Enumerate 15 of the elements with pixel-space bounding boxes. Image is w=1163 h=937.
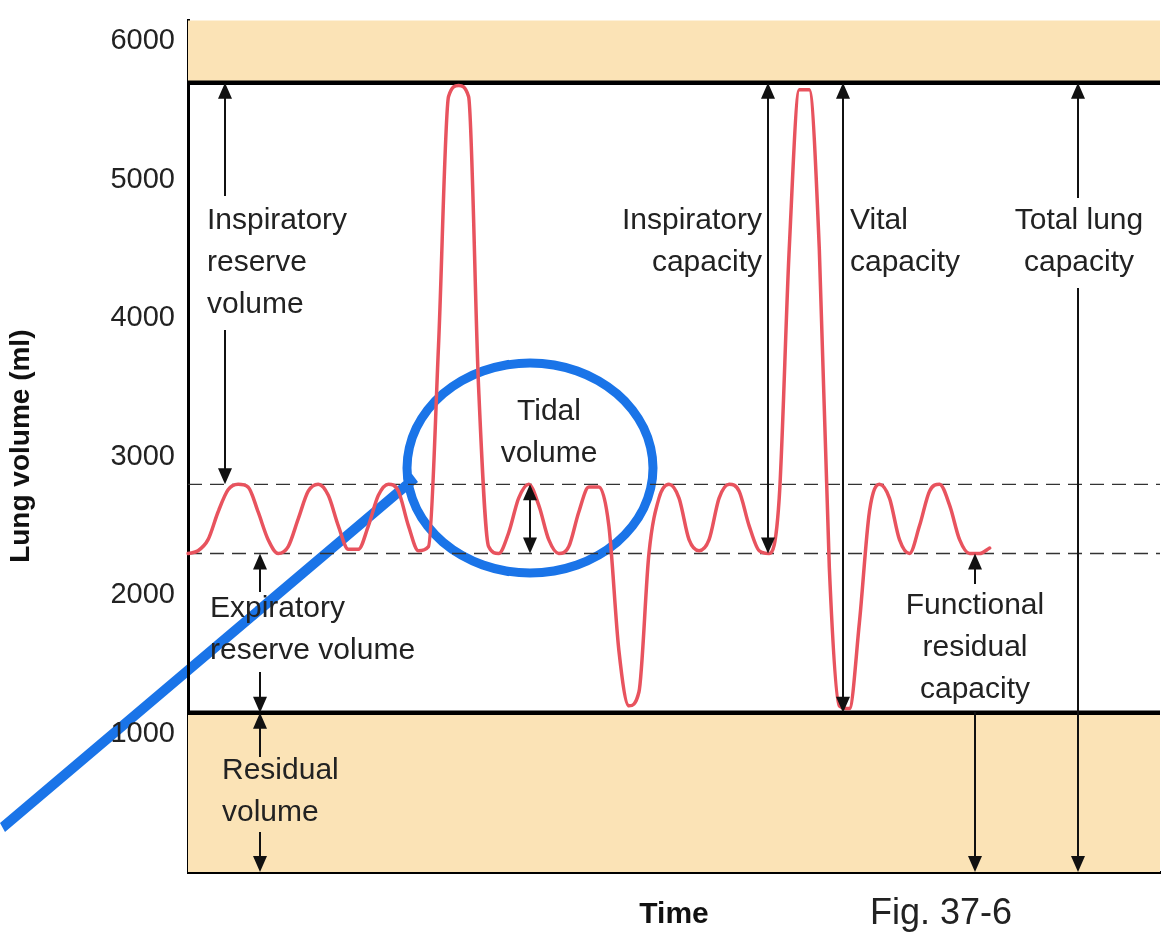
annotation: Inspiratory capacity <box>620 201 762 279</box>
y-tick-label: 6000 <box>110 23 175 56</box>
caption: Fig. 37-6 <box>870 890 1014 934</box>
annotation: Tidal volume <box>499 392 599 470</box>
annotation: Vital capacity <box>850 201 962 279</box>
annotation: Functional residual capacity <box>904 586 1046 706</box>
x-axis-title: Time <box>639 896 709 930</box>
y-tick-label: 3000 <box>110 438 175 471</box>
y-tick-label: 2000 <box>110 577 175 610</box>
y-axis-title: Lung volume (ml) <box>3 329 35 563</box>
annotation: Inspiratory reserve volume <box>207 201 349 321</box>
y-tick-label: 5000 <box>110 161 175 194</box>
annotation: Total lung capacity <box>1013 201 1145 279</box>
y-tick-label: 4000 <box>110 300 175 333</box>
annotation: Residual volume <box>222 751 340 829</box>
